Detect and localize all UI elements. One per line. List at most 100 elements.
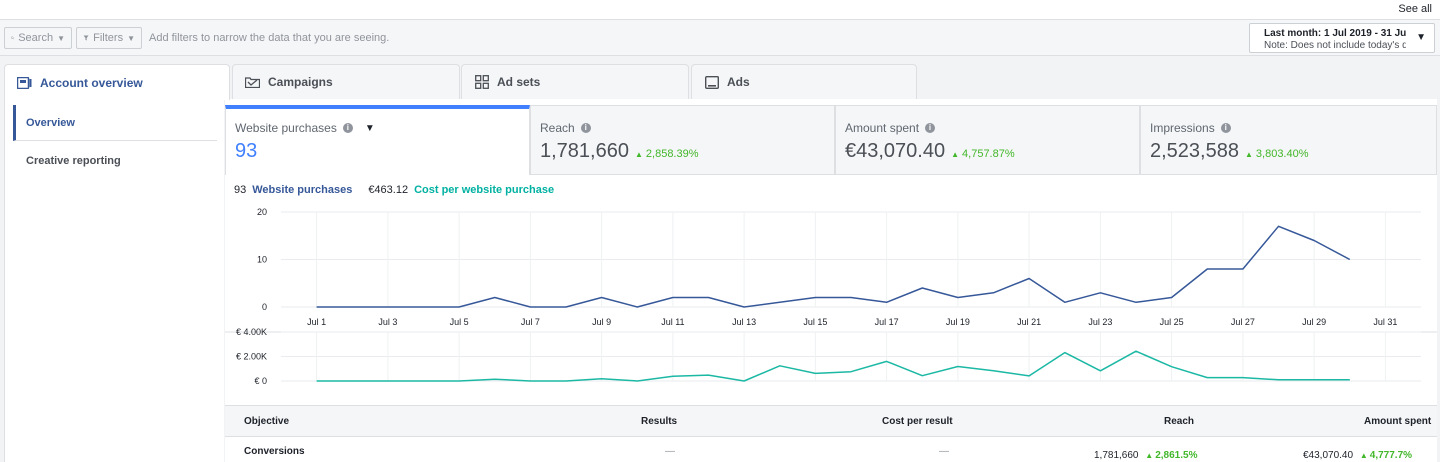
th-cost-per-result[interactable]: Cost per result — [882, 416, 953, 427]
arrow-up-icon: ▲ — [1244, 150, 1253, 159]
chevron-down-icon: ▼ — [57, 33, 65, 43]
metric-label-text: Amount spent — [845, 121, 920, 135]
cell-amount-delta-value: 4,777.7% — [1369, 450, 1413, 461]
ad-sets-icon — [474, 75, 489, 89]
cell-cost-per-result: — — [939, 446, 949, 457]
x-tick-label: Jul 9 — [592, 317, 611, 327]
purchases-y-tick-label: 20 — [257, 207, 267, 217]
metric-row: €43,070.40 ▲ 4,757.87% — [845, 140, 1015, 163]
filters-button[interactable]: Filters ▼ — [76, 27, 142, 49]
legend-purchases-label[interactable]: Website purchases — [252, 184, 353, 196]
x-tick-label: Jul 31 — [1373, 317, 1397, 327]
metric-value: 2,523,588 — [1150, 140, 1239, 162]
funnel-icon — [83, 35, 89, 41]
x-tick-label: Jul 3 — [378, 317, 397, 327]
metric-value: €43,070.40 — [845, 140, 946, 162]
filters-label: Filters — [93, 32, 124, 44]
purchases-y-tick-label: 0 — [262, 302, 267, 312]
date-range-picker[interactable]: Last month: 1 Jul 2019 - 31 Jul 2 Note: … — [1249, 23, 1435, 53]
x-tick-label: Jul 15 — [803, 317, 827, 327]
arrow-up-icon: ▲ — [1145, 451, 1154, 460]
chevron-down-icon[interactable]: ▼ — [364, 122, 375, 134]
tab-label: Ad sets — [497, 75, 541, 89]
x-tick-label: Jul 21 — [1017, 317, 1041, 327]
metric-row: 1,781,660 ▲ 2,858.39% — [540, 140, 699, 163]
th-amount-spent[interactable]: Amount spent — [1364, 416, 1432, 427]
search-button[interactable]: Search ▼ — [4, 27, 72, 49]
metric-value: 1,781,660 — [540, 140, 629, 162]
metric-reach[interactable]: Reach i 1,781,660 ▲ 2,858.39% — [530, 105, 835, 175]
x-tick-label: Jul 1 — [307, 317, 326, 327]
search-icon — [11, 36, 15, 40]
legend-purchases-value: 93 — [234, 184, 247, 196]
legend-cpp-label[interactable]: Cost per website purchase — [414, 184, 555, 196]
x-tick-label: Jul 7 — [521, 317, 540, 327]
metric-row: 2,523,588 ▲ 3,803.40% — [1150, 140, 1309, 163]
main-panel: Website purchases i ▼ 93 Reach i 1,781,6… — [225, 99, 1437, 462]
see-all-link[interactable]: See all — [1398, 3, 1432, 15]
x-tick-label: Jul 27 — [1231, 317, 1255, 327]
metric-label: Reach i — [540, 121, 591, 135]
metric-label: Website purchases i ▼ — [235, 121, 375, 135]
tab-label: Account overview — [40, 75, 143, 90]
x-tick-label: Jul 23 — [1088, 317, 1112, 327]
metric-label-text: Website purchases — [235, 121, 337, 135]
tab-account-overview[interactable]: Account overview — [4, 64, 230, 100]
cost-series-line — [316, 350, 1350, 382]
info-icon[interactable]: i — [580, 123, 591, 133]
campaigns-icon — [245, 76, 260, 89]
metric-label: Amount spent i — [845, 121, 936, 135]
metric-amount-spent[interactable]: Amount spent i €43,070.40 ▲ 4,757.87% — [835, 105, 1140, 175]
sidebar-item-overview[interactable]: Overview — [13, 105, 217, 141]
tab-ad-sets[interactable]: Ad sets — [461, 64, 689, 99]
x-tick-label: Jul 25 — [1160, 317, 1184, 327]
x-tick-label: Jul 13 — [732, 317, 756, 327]
sidebar-item-label: Creative reporting — [26, 155, 121, 167]
date-range-label: Last month: 1 Jul 2019 - 31 Jul 2 — [1264, 28, 1406, 39]
top-strip: See all — [0, 0, 1440, 20]
cost-y-tick-label: € 0 — [254, 376, 267, 386]
info-icon[interactable]: i — [1220, 123, 1231, 133]
cell-reach-delta: ▲ 2,861.5% — [1141, 450, 1197, 461]
cost-y-tick-label: € 2.00K — [236, 352, 267, 362]
metric-impressions[interactable]: Impressions i 2,523,588 ▲ 3,803.40% — [1140, 105, 1437, 175]
metric-label-text: Reach — [540, 121, 575, 135]
filter-bar: Search ▼ Filters ▼ Add filters to narrow… — [0, 20, 1440, 56]
legend-cpp-value: €463.12 — [368, 184, 409, 196]
x-tick-label: Jul 17 — [875, 317, 899, 327]
date-range-note: Note: Does not include today's dat — [1264, 40, 1406, 51]
arrow-up-icon: ▲ — [1359, 451, 1368, 460]
metric-label-text: Impressions — [1150, 121, 1215, 135]
tab-campaigns[interactable]: Campaigns — [232, 64, 460, 99]
tab-label: Ads — [727, 75, 750, 89]
th-reach[interactable]: Reach — [1164, 416, 1195, 427]
performance-chart: 0 10 20 Jul 1 Jul 3 Jul 5 Jul 7 Jul 9 Jul 11 Jul … — [225, 207, 1437, 386]
metric-delta-value: 2,858.39% — [645, 148, 699, 160]
cell-amount-spent: €43,070.40 ▲ 4,777.7% — [1303, 450, 1412, 461]
x-tick-label: Jul 5 — [450, 317, 469, 327]
cell-amount-value: €43,070.40 — [1303, 450, 1354, 461]
sidebar-item-creative-reporting[interactable]: Creative reporting — [13, 143, 217, 179]
metric-label: Impressions i — [1150, 121, 1231, 135]
arrow-up-icon: ▲ — [634, 150, 643, 159]
metric-website-purchases[interactable]: Website purchases i ▼ 93 — [225, 105, 530, 175]
cost-y-tick-label: € 4.00K — [236, 327, 267, 337]
purchases-y-tick-label: 10 — [257, 255, 267, 265]
metric-delta-value: 4,757.87% — [962, 148, 1015, 160]
metric-delta: ▲ 3,803.40% — [1245, 148, 1309, 160]
sidebar-item-label: Overview — [26, 116, 75, 129]
th-objective[interactable]: Objective — [244, 416, 290, 427]
info-icon[interactable]: i — [925, 123, 936, 133]
chevron-down-icon: ▼ — [127, 33, 135, 43]
cell-amount-delta: ▲ 4,777.7% — [1356, 450, 1412, 461]
tab-ads[interactable]: Ads — [691, 64, 917, 99]
info-icon[interactable]: i — [342, 123, 353, 133]
cell-reach-value: 1,781,660 — [1094, 450, 1139, 461]
sidebar: Overview Creative reporting — [4, 99, 224, 462]
th-results[interactable]: Results — [641, 416, 678, 427]
table-row[interactable]: Conversions — — 1,781,660 ▲ 2,861.5% €43,… — [225, 437, 1437, 462]
cell-reach-delta-value: 2,861.5% — [1155, 450, 1198, 461]
cell-reach: 1,781,660 ▲ 2,861.5% — [1094, 450, 1197, 461]
table-header: Objective Results Cost per result Reach … — [225, 405, 1437, 437]
ads-icon — [704, 75, 719, 89]
